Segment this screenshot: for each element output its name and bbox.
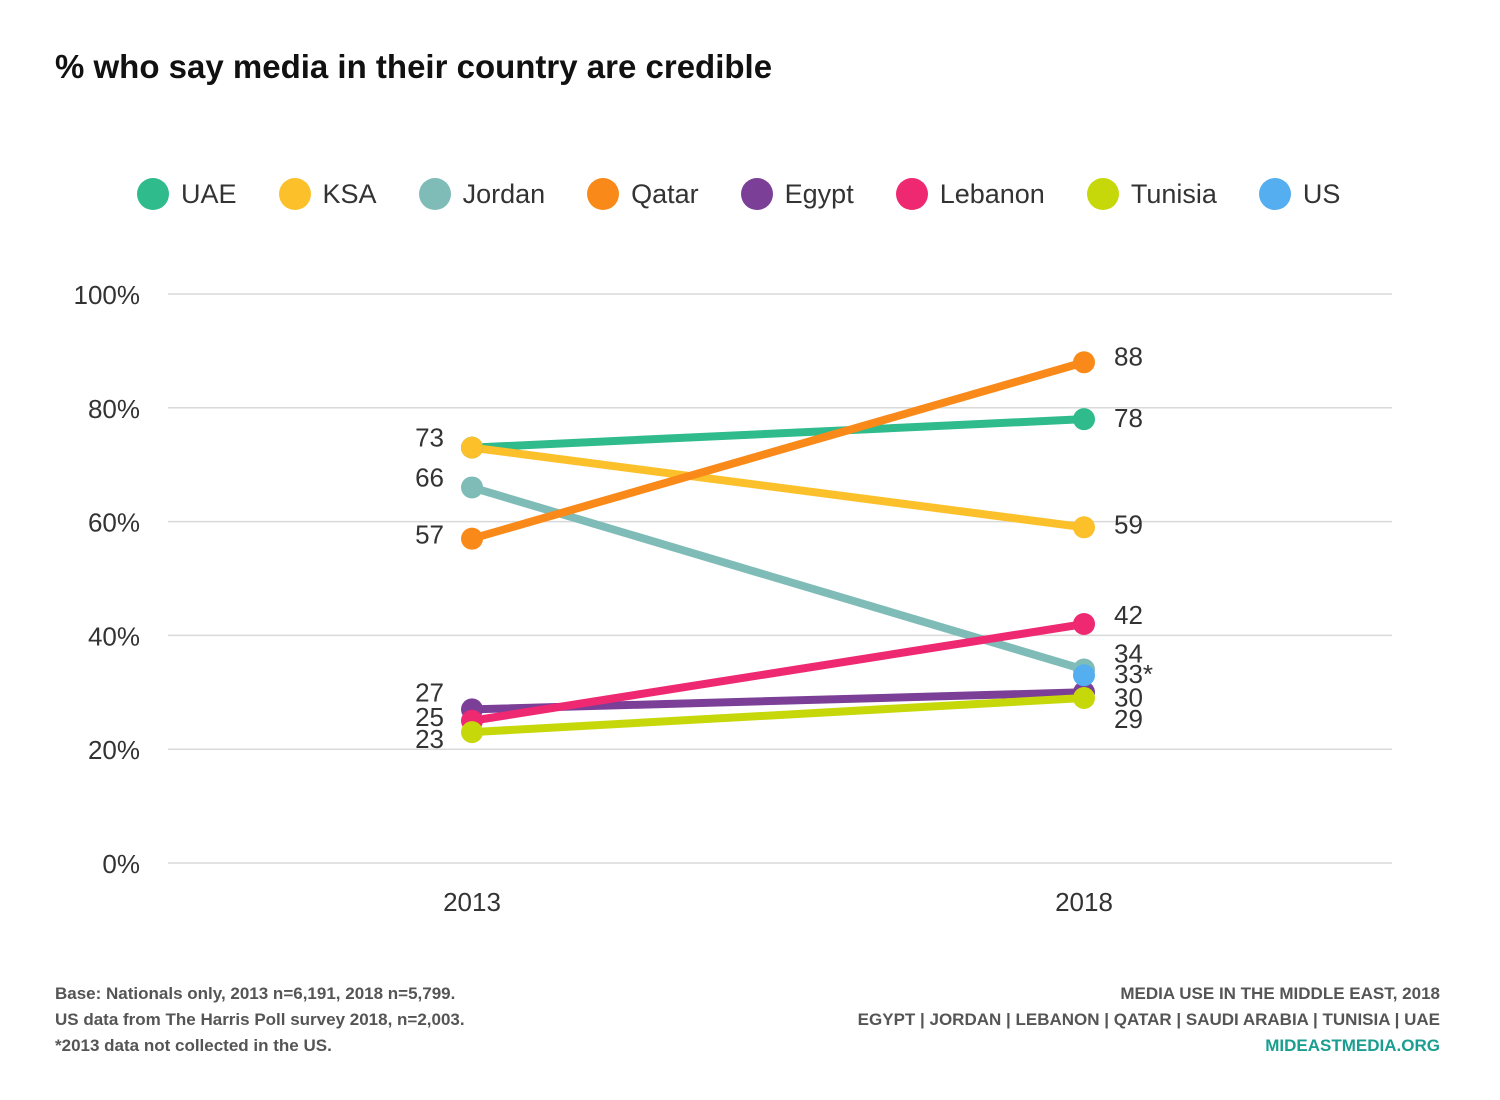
y-tick-label: 60% (88, 508, 140, 538)
legend-label: US (1302, 178, 1341, 209)
legend-label: Lebanon (939, 178, 1045, 209)
legend-label: KSA (322, 178, 377, 209)
data-point-ksa (461, 436, 483, 459)
series-line-uae (468, 415, 1088, 452)
y-tick-label: 0% (102, 849, 140, 879)
legend-item-qatar: Qatar (587, 178, 699, 210)
us-note: US data from The Harris Poll survey 2018… (55, 1010, 465, 1029)
y-tick-label: 20% (88, 735, 140, 765)
data-label-egypt: 27 (415, 677, 444, 707)
data-label-lebanon: 25 (415, 702, 444, 732)
legend-item-tunisia: Tunisia (1086, 178, 1217, 210)
legend-label: Tunisia (1130, 178, 1217, 209)
data-point-us (1073, 664, 1095, 687)
legend-swatch (1258, 178, 1291, 210)
legend-swatch (1086, 178, 1119, 210)
legend-swatch (587, 178, 620, 210)
data-point-qatar (1073, 351, 1095, 374)
legend-label: Qatar (631, 178, 699, 209)
data-label-jordan: 34 (1114, 639, 1143, 669)
series-line-tunisia (468, 693, 1088, 737)
chart-legend: UAE KSA Jordan Qatar Egypt Lebanon Tunisia US (137, 178, 1382, 210)
x-tick-label: 2013 (443, 887, 501, 917)
data-label-egypt: 30 (1114, 682, 1143, 712)
data-label-qatar: 57 (415, 520, 444, 550)
y-tick-label: 80% (88, 394, 140, 424)
data-label-us: 33* (1114, 659, 1153, 689)
data-point-uae (1073, 408, 1095, 431)
data-label-tunisia: 23 (415, 724, 444, 754)
data-label-tunisia: 29 (1114, 704, 1143, 734)
data-label-ksa: 73 (415, 423, 444, 453)
y-tick-label: 100% (74, 280, 141, 310)
series-line-ksa (468, 443, 1088, 532)
legend-swatch (137, 178, 169, 210)
line-chart: 0% 20% 40% 60% 80% 100% 2013 2018 78 73 59 66 34 57 88… (74, 280, 1392, 917)
chart-title: % who say media in their country are cre… (55, 48, 773, 85)
footer-notes: Base: Nationals only, 2013 n=6,191, 2018… (55, 981, 465, 1059)
website-link[interactable]: MIDEASTMEDIA.ORG (1265, 1036, 1440, 1055)
data-label-uae: 78 (1114, 403, 1143, 433)
legend-label: Jordan (462, 178, 546, 209)
footer-source: MEDIA USE IN THE MIDDLE EAST, 2018 EGYPT… (858, 981, 1440, 1059)
legend-label: UAE (181, 178, 237, 209)
legend-swatch (418, 178, 451, 210)
series-line-lebanon (468, 620, 1088, 725)
legend-item-lebanon: Lebanon (895, 178, 1045, 210)
legend-swatch (740, 178, 773, 210)
legend-item-ksa: KSA (278, 178, 377, 210)
legend-item-us: US (1258, 178, 1341, 210)
country-list: EGYPT | JORDAN | LEBANON | QATAR | SAUDI… (857, 1010, 1440, 1029)
legend-swatch (278, 178, 311, 210)
report-title: MEDIA USE IN THE MIDDLE EAST, 2018 (1120, 984, 1440, 1003)
x-tick-label: 2018 (1055, 887, 1113, 917)
data-point-qatar (461, 527, 483, 550)
legend-item-egypt: Egypt (740, 178, 854, 210)
data-point-jordan (461, 476, 483, 499)
legend-label: Egypt (784, 178, 854, 209)
data-point-ksa (1073, 516, 1095, 539)
data-label-ksa: 59 (1114, 509, 1143, 539)
legend-item-uae: UAE (137, 178, 237, 210)
base-note: Base: Nationals only, 2013 n=6,191, 2018… (55, 984, 456, 1003)
legend-swatch (895, 178, 928, 210)
data-label-lebanon: 42 (1114, 600, 1143, 630)
data-label-qatar: 88 (1114, 341, 1143, 371)
y-tick-label: 40% (88, 621, 140, 651)
data-label-jordan: 66 (415, 462, 444, 492)
data-point-tunisia (461, 721, 483, 744)
legend-item-jordan: Jordan (418, 178, 546, 210)
data-point-tunisia (1073, 686, 1095, 709)
series-line-qatar (468, 358, 1088, 543)
data-point-lebanon (1073, 613, 1095, 636)
asterisk-note: *2013 data not collected in the US. (55, 1036, 332, 1055)
